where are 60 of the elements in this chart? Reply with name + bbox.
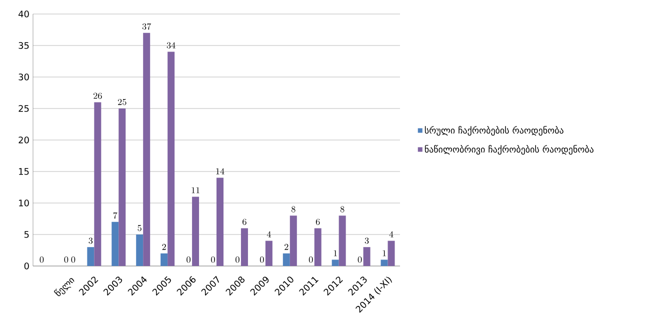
bar	[160, 253, 168, 266]
bar	[112, 222, 119, 266]
data-label: 25	[118, 99, 126, 106]
bar	[380, 260, 388, 266]
data-label: 6	[242, 218, 246, 225]
y-tick-label: 20	[18, 136, 29, 144]
bar	[240, 228, 248, 266]
data-label: 1	[334, 250, 337, 256]
data-label: 0	[211, 256, 215, 263]
bar	[136, 234, 144, 266]
bar	[94, 102, 102, 266]
bar	[168, 52, 175, 266]
data-label: 3	[364, 238, 369, 244]
data-label: 4	[389, 231, 394, 238]
legend-label: სრული ჩაქრობების რაოდენობა	[424, 126, 564, 136]
y-tick-label: 10	[19, 200, 29, 206]
y-tick-label: 30	[18, 74, 29, 80]
data-label: 0	[358, 256, 362, 263]
data-label: 7	[113, 212, 118, 219]
bar	[143, 32, 150, 266]
data-label: 0	[71, 256, 76, 263]
data-label: 0	[236, 256, 240, 263]
data-label: 26	[94, 92, 102, 99]
data-label: 0	[64, 256, 68, 263]
data-label: 1	[382, 250, 386, 256]
y-tick-label: 35	[18, 42, 29, 49]
data-label: 4	[266, 231, 271, 238]
bar	[290, 216, 297, 266]
bar	[118, 108, 126, 266]
y-tick-label: 25	[18, 105, 29, 112]
data-label: 11	[192, 187, 200, 194]
data-label: 2	[284, 244, 288, 250]
legend-label: ნაწილობრივი ჩაქრობების რაოდენობა	[424, 144, 594, 155]
y-tick-label: 15	[19, 168, 29, 175]
bar	[388, 240, 395, 266]
y-tick-label: 40	[18, 10, 29, 18]
bar	[216, 178, 224, 266]
data-label: 6	[316, 218, 320, 225]
bar	[314, 228, 322, 266]
y-tick-label: 5	[24, 231, 29, 238]
data-label: 5	[138, 225, 142, 232]
bar	[87, 247, 94, 266]
bar	[338, 216, 346, 266]
data-label: 0	[260, 256, 264, 263]
bar	[192, 196, 200, 266]
y-tick-label: 0	[24, 262, 29, 270]
data-label: 34	[166, 42, 176, 48]
data-label: 8	[291, 206, 296, 212]
data-label: 3	[88, 238, 93, 244]
bar	[265, 240, 272, 266]
bar	[282, 253, 290, 266]
data-label: 14	[216, 168, 224, 174]
data-label: 0	[186, 256, 190, 263]
data-label: 2	[162, 244, 166, 250]
data-label: 0	[40, 256, 44, 263]
bar	[363, 247, 370, 266]
data-label: 0	[308, 256, 313, 263]
bar	[332, 260, 339, 266]
data-label: 8	[340, 206, 344, 212]
data-label: 37	[142, 23, 152, 30]
